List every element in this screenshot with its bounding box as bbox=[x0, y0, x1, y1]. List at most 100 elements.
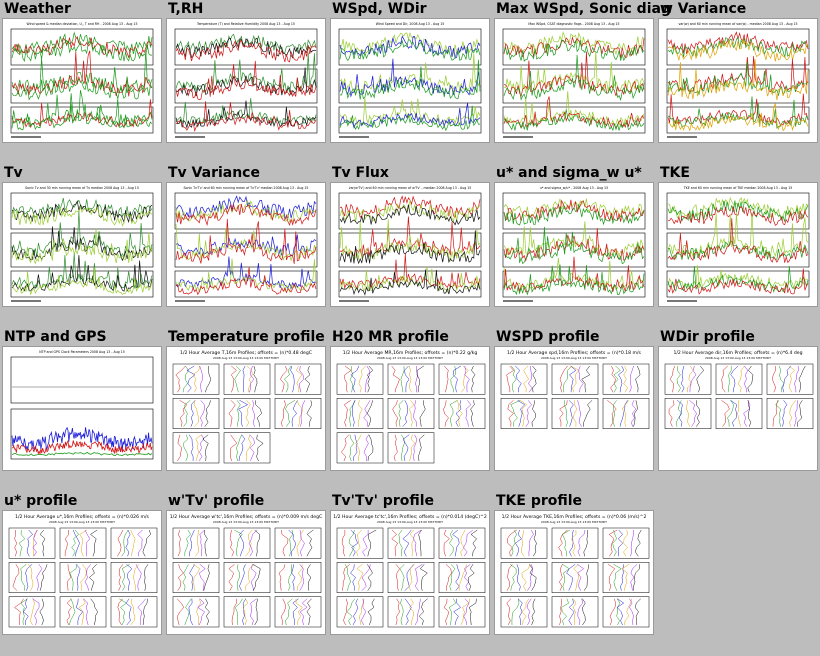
profile-trace bbox=[32, 529, 37, 557]
profile-trace bbox=[463, 598, 470, 626]
profile-trace bbox=[195, 434, 203, 462]
profile-trace bbox=[570, 365, 580, 393]
profile-trace bbox=[200, 400, 205, 427]
series-trace bbox=[667, 96, 809, 129]
profile-trace bbox=[230, 365, 237, 393]
gallery-cell: u* profile 1/2 Hour Average u*,16m Profil… bbox=[2, 492, 162, 656]
plot-thumbnail[interactable]: Sonic Tv'Tv' and 60 min running mean of … bbox=[166, 182, 326, 307]
profile-trace bbox=[577, 598, 583, 626]
plot-thumbnail[interactable]: Wind Speed and Dir, 2008 Aug 13 - Aug 15 bbox=[330, 18, 490, 143]
profile-trace bbox=[36, 564, 43, 591]
profile-trace bbox=[250, 598, 257, 626]
profile-panel-frame bbox=[172, 527, 220, 559]
profile-trace bbox=[246, 434, 252, 462]
profile-trace bbox=[460, 529, 466, 557]
profile-trace bbox=[630, 529, 634, 557]
profile-trace bbox=[577, 400, 582, 427]
profile-panel-frame bbox=[715, 398, 763, 429]
plot-thumbnail[interactable]: Max WSpd, CSAT diagnostic flags - 2008 A… bbox=[494, 18, 654, 143]
plot-thumbnail[interactable]: TKE and 60 min running mean of TKE media… bbox=[658, 182, 818, 307]
plot-thumbnail[interactable]: 1/2 Hour Average tc'tc',16m Profiles; of… bbox=[330, 510, 490, 635]
profile-trace bbox=[607, 564, 616, 591]
profile-panel-frame bbox=[602, 527, 650, 559]
profile-trace bbox=[398, 400, 404, 427]
footer-stamp bbox=[175, 300, 205, 302]
footer-stamp bbox=[339, 136, 369, 138]
plot-thumbnail[interactable]: 1/2 Hour Average u*,16m Profiles; offset… bbox=[2, 510, 162, 635]
profile-trace bbox=[470, 529, 478, 557]
plot-thumbnail[interactable]: 1/2 Hour Average T,16m Profiles; offsets… bbox=[166, 346, 326, 471]
series-trace bbox=[667, 266, 809, 294]
plot-thumbnail[interactable]: Temperature (T) and Relative Humidity 20… bbox=[166, 18, 326, 143]
profile-trace bbox=[26, 529, 33, 557]
plot-thumbnail[interactable]: 1/2 Hour Average MR,16m Profiles; offset… bbox=[330, 346, 490, 471]
profile-trace bbox=[404, 598, 412, 626]
profile-trace bbox=[83, 598, 89, 626]
plot-thumbnail[interactable]: 1/2 Hour Average TKE,16m Profiles; offse… bbox=[494, 510, 654, 635]
plot-title: NTP and GPS bbox=[4, 329, 107, 345]
profile-trace bbox=[608, 529, 618, 557]
profile-trace bbox=[183, 400, 191, 427]
plot-panel-frame bbox=[502, 270, 646, 298]
profile-trace bbox=[367, 529, 377, 557]
profile-trace bbox=[409, 434, 416, 462]
profile-trace bbox=[468, 564, 475, 591]
plot-title: u* profile bbox=[4, 493, 78, 509]
plot-thumbnail[interactable]: Sonic Tv and 30 min running mean of Tv m… bbox=[2, 182, 162, 307]
gallery-cell: w'Tv' profile 1/2 Hour Average w'tc',16m … bbox=[166, 492, 326, 656]
plot-image: 1/2 Hour Average spd,16m Profiles; offse… bbox=[500, 350, 650, 429]
profile-trace bbox=[737, 400, 741, 427]
plot-subtitle-date: 2008 Aug 13 13:00-Aug 13 13:00 MST7MDT bbox=[377, 520, 443, 524]
profile-trace bbox=[126, 564, 133, 591]
profile-trace bbox=[229, 529, 235, 557]
plot-thumbnail[interactable]: var(w'Tv') and 60 min running mean of w'… bbox=[330, 182, 490, 307]
profile-trace bbox=[613, 365, 621, 393]
profile-trace bbox=[517, 400, 526, 427]
profile-trace bbox=[613, 564, 622, 591]
gallery-cell: TKE profile 1/2 Hour Average TKE,16m Prof… bbox=[494, 492, 654, 656]
profile-trace bbox=[727, 366, 732, 393]
profile-trace bbox=[471, 365, 476, 393]
plot-subtitle: 1/2 Hour Average TKE,16m Profiles; offse… bbox=[502, 514, 647, 520]
profile-trace bbox=[291, 400, 298, 427]
profile-trace bbox=[721, 400, 730, 427]
profile-trace bbox=[747, 365, 754, 393]
plot-thumbnail[interactable]: Wind speed & median deviation, U,, T and… bbox=[2, 18, 162, 143]
profile-trace bbox=[14, 529, 18, 557]
profile-panel-frame bbox=[500, 363, 548, 395]
profile-trace bbox=[621, 400, 629, 427]
profile-panel-frame bbox=[500, 562, 548, 593]
gallery-cell: Tv Flux var(w'Tv') and 60 min running mea… bbox=[330, 164, 490, 328]
plot-panel-frame bbox=[174, 270, 318, 298]
plot-subtitle: Wind speed & median deviation, U,, T and… bbox=[27, 22, 138, 26]
plot-panel-frame bbox=[502, 28, 646, 66]
profile-trace bbox=[117, 598, 123, 626]
plot-thumbnail[interactable]: NTP and GPS Clock Parameters 2008 Aug 13… bbox=[2, 346, 162, 471]
profile-trace bbox=[32, 598, 40, 626]
plot-thumbnail[interactable]: u* and sigma_w/u* - 2008 Aug 13 - Aug 15 bbox=[494, 182, 654, 307]
profile-trace bbox=[355, 434, 362, 461]
profile-trace bbox=[253, 365, 258, 393]
plot-panel-frame bbox=[10, 270, 154, 298]
plot-thumbnail[interactable]: 1/2 Hour Average spd,16m Profiles; offse… bbox=[494, 346, 654, 471]
profile-panel-frame bbox=[500, 596, 548, 628]
plot-subtitle: Sonic Tv'Tv' and 60 min running mean of … bbox=[184, 186, 309, 190]
profile-trace bbox=[306, 400, 313, 427]
profile-panel-frame bbox=[172, 432, 220, 464]
plot-thumbnail[interactable]: 1/2 Hour Average dir,16m Profiles; offse… bbox=[658, 346, 818, 471]
plot-thumbnail[interactable]: var(w) and 60 min running mean of var(w)… bbox=[658, 18, 818, 143]
profile-trace bbox=[359, 598, 365, 626]
profile-trace bbox=[356, 564, 364, 591]
profile-trace bbox=[196, 598, 201, 626]
profile-trace bbox=[415, 365, 419, 393]
plot-panel-frame bbox=[174, 192, 318, 230]
series-trace bbox=[175, 203, 317, 227]
plot-title: Tv Variance bbox=[168, 165, 260, 181]
profile-trace bbox=[84, 529, 91, 557]
profile-trace bbox=[519, 400, 527, 427]
gallery-cell: u* and sigma_w u* u* and sigma_w/u* - 200… bbox=[494, 164, 654, 328]
plot-title: H20 MR profile bbox=[332, 329, 449, 345]
plot-panel-frame bbox=[338, 192, 482, 230]
profile-trace bbox=[635, 365, 641, 393]
plot-thumbnail[interactable]: 1/2 Hour Average w'tc',16m Profiles; off… bbox=[166, 510, 326, 635]
